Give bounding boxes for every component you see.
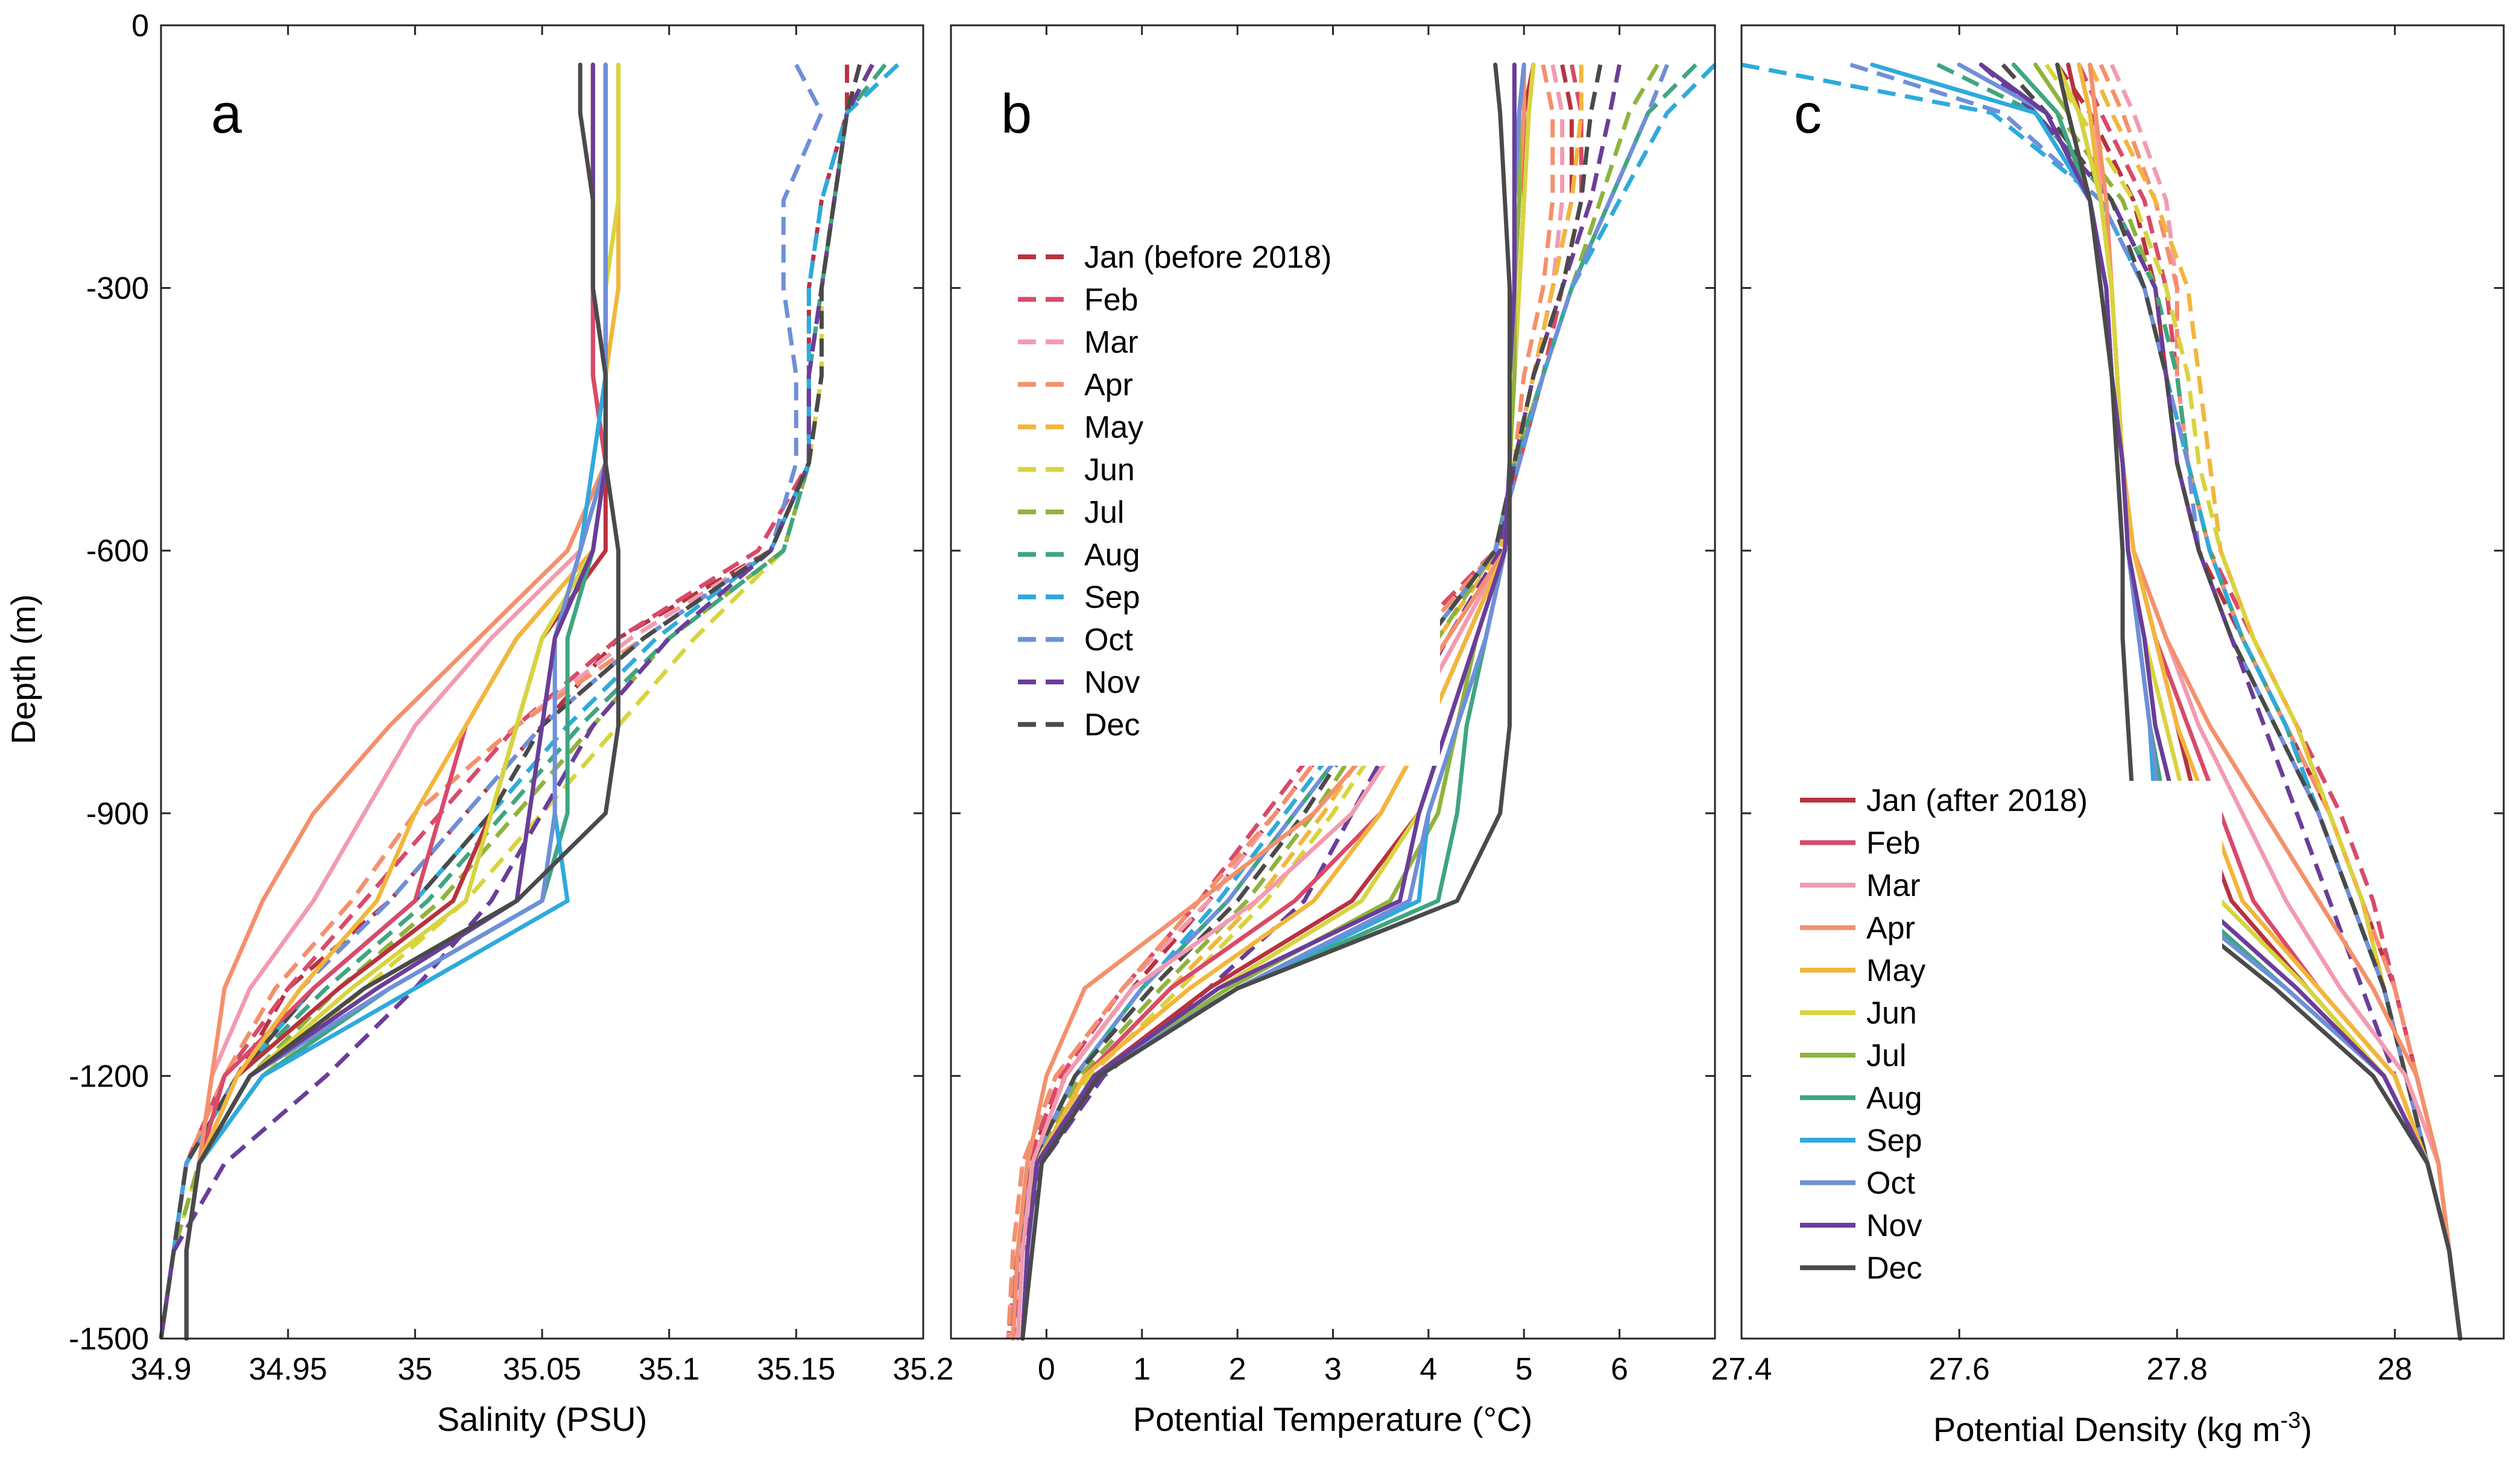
panel-a-salinity: 34.9 34.95 35 35.05 35.1 35.15 35.2 0 -300 -600 -9… [69,8,954,1438]
series-after-2018-dec [184,62,621,1341]
x-tick-label: 35.15 [757,1352,835,1387]
legend-before-2018: Jan (before 2018) Feb Mar Apr May Jun Jul Aug Se… [1006,238,1440,766]
series-after-2018-nov [184,62,608,1341]
legend-label-jul: Jul [1866,1038,1906,1073]
y-tick-label: 0 [131,8,149,43]
y-tick-label: -1500 [69,1322,149,1357]
x-tick-label: 2 [1229,1352,1246,1387]
panel-c-x-axis-label: Potential Density (kg m-3) [1933,1408,2312,1448]
series-after-2018-nov [1020,62,1517,1341]
x-tick-label: 0 [1038,1352,1055,1387]
panel-c-letter: c [1794,83,1822,145]
x-tick-label: 27.8 [2147,1352,2208,1387]
series-after-2018-dec [2055,62,2463,1341]
x-tick-label: 35.1 [639,1352,699,1387]
x-tick-label: 4 [1419,1352,1437,1387]
legend-label-apr: Apr [1084,368,1133,403]
series-before-2018-sep [159,63,900,1339]
legend-box [1006,238,1440,766]
legend-label-oct: Oct [1084,623,1133,658]
series-before-2018-jul [159,63,874,1339]
x-tick-label: 6 [1611,1352,1628,1387]
legend-label-dec: Dec [1084,708,1140,743]
panel-c-x-axis-label-exponent: -3 [2281,1408,2301,1433]
panel-a-letter: a [211,83,242,145]
x-tick-label: 35.2 [892,1352,953,1387]
series-after-2018-may [184,62,621,1341]
legend-label-nov: Nov [1084,665,1140,700]
series-after-2018-mar [184,62,608,1341]
x-tick-label: 3 [1324,1352,1342,1387]
series-before-2018-oct [1849,62,2463,1339]
legend-label-oct: Oct [1866,1166,1915,1201]
series-before-2018-jan [2055,63,2463,1339]
panel-c-x-axis-label-tail: ) [2301,1410,2312,1448]
legend-label-may: May [1866,953,1925,988]
series-before-2018-may [159,63,874,1339]
legend-label-may: May [1084,410,1143,445]
series-before-2018-nov [1979,63,2463,1339]
legend-label-feb: Feb [1866,826,1921,861]
x-tick-label: 27.4 [1711,1352,1772,1387]
series-after-2018-apr [2088,62,2463,1341]
x-tick-label: 35.05 [503,1352,581,1387]
series-after-2018-jan [184,62,608,1341]
y-tick-label: -900 [86,797,149,831]
series-before-2018-mar [159,63,874,1339]
y-tick-label: -1200 [69,1059,149,1094]
series-after-2018-feb [184,62,608,1341]
series-before-2018-apr [159,63,874,1339]
series-before-2018-jun [159,63,874,1339]
y-tick-label: -600 [86,534,149,569]
series-before-2018-oct [159,63,824,1339]
series-before-2018-feb [159,64,862,1339]
legend-label-sep: Sep [1866,1123,1922,1158]
legend-box [1788,781,2222,1309]
legend-after-2018: Jan (after 2018) Feb Mar Apr May Jun Jul Aug Sep… [1788,781,2222,1309]
y-axis-label: Depth (m) [4,595,42,745]
legend-label-sep: Sep [1084,580,1140,615]
panel-a-x-axis-label: Salinity (PSU) [437,1400,648,1438]
series-after-2018-apr [184,62,608,1341]
y-tick-label: -300 [86,271,149,306]
series-before-2018-dec [1011,64,1603,1339]
series-after-2018-dec [1020,62,1512,1341]
series-before-2018-jan [159,65,850,1339]
panel-c-x-axis-label-main: Potential Density (kg m [1933,1410,2281,1448]
x-tick-label: 34.95 [249,1352,327,1387]
x-tick-label: 5 [1515,1352,1533,1387]
panel-a-frame [160,24,924,1340]
series-before-2018-dec [2001,63,2463,1339]
legend-label-aug: Aug [1084,538,1140,573]
x-tick-label: 35 [397,1352,432,1387]
legend-label-jan: Jan (before 2018) [1084,240,1332,275]
series-before-2018-nov [159,63,874,1339]
series-before-2018-dec [159,64,862,1339]
legend-label-aug: Aug [1866,1081,1922,1116]
legend-label-mar: Mar [1866,868,1921,903]
x-tick-label: 27.6 [1929,1352,1990,1387]
series-after-2018-aug [184,62,608,1341]
legend-label-jun: Jun [1866,996,1917,1031]
x-tick-label: 28 [2378,1352,2413,1387]
legend-label-dec: Dec [1866,1251,1922,1286]
legend-label-jul: Jul [1084,495,1124,530]
panel-b-letter: b [1001,83,1032,145]
panel-b-x-axis-label: Potential Temperature (°C) [1133,1400,1533,1438]
x-tick-label: 34.9 [130,1352,191,1387]
series-after-2018-jul [184,62,608,1341]
x-tick-label: 1 [1133,1352,1151,1387]
series-after-2018-oct [184,62,608,1341]
series-after-2018-nov [1978,62,2463,1341]
legend-label-jun: Jun [1084,453,1135,488]
legend-label-feb: Feb [1084,283,1138,318]
legend-label-mar: Mar [1084,325,1138,360]
legend-label-nov: Nov [1866,1208,1922,1243]
legend-label-jan: Jan (after 2018) [1866,783,2088,818]
panel-c-density: 27.4 27.6 27.8 28 c Potential Density (kg m… [1711,24,2505,1448]
panel-c-frame [1740,24,2505,1340]
legend-label-apr: Apr [1866,911,1915,946]
series-after-2018-sep [184,62,608,1341]
